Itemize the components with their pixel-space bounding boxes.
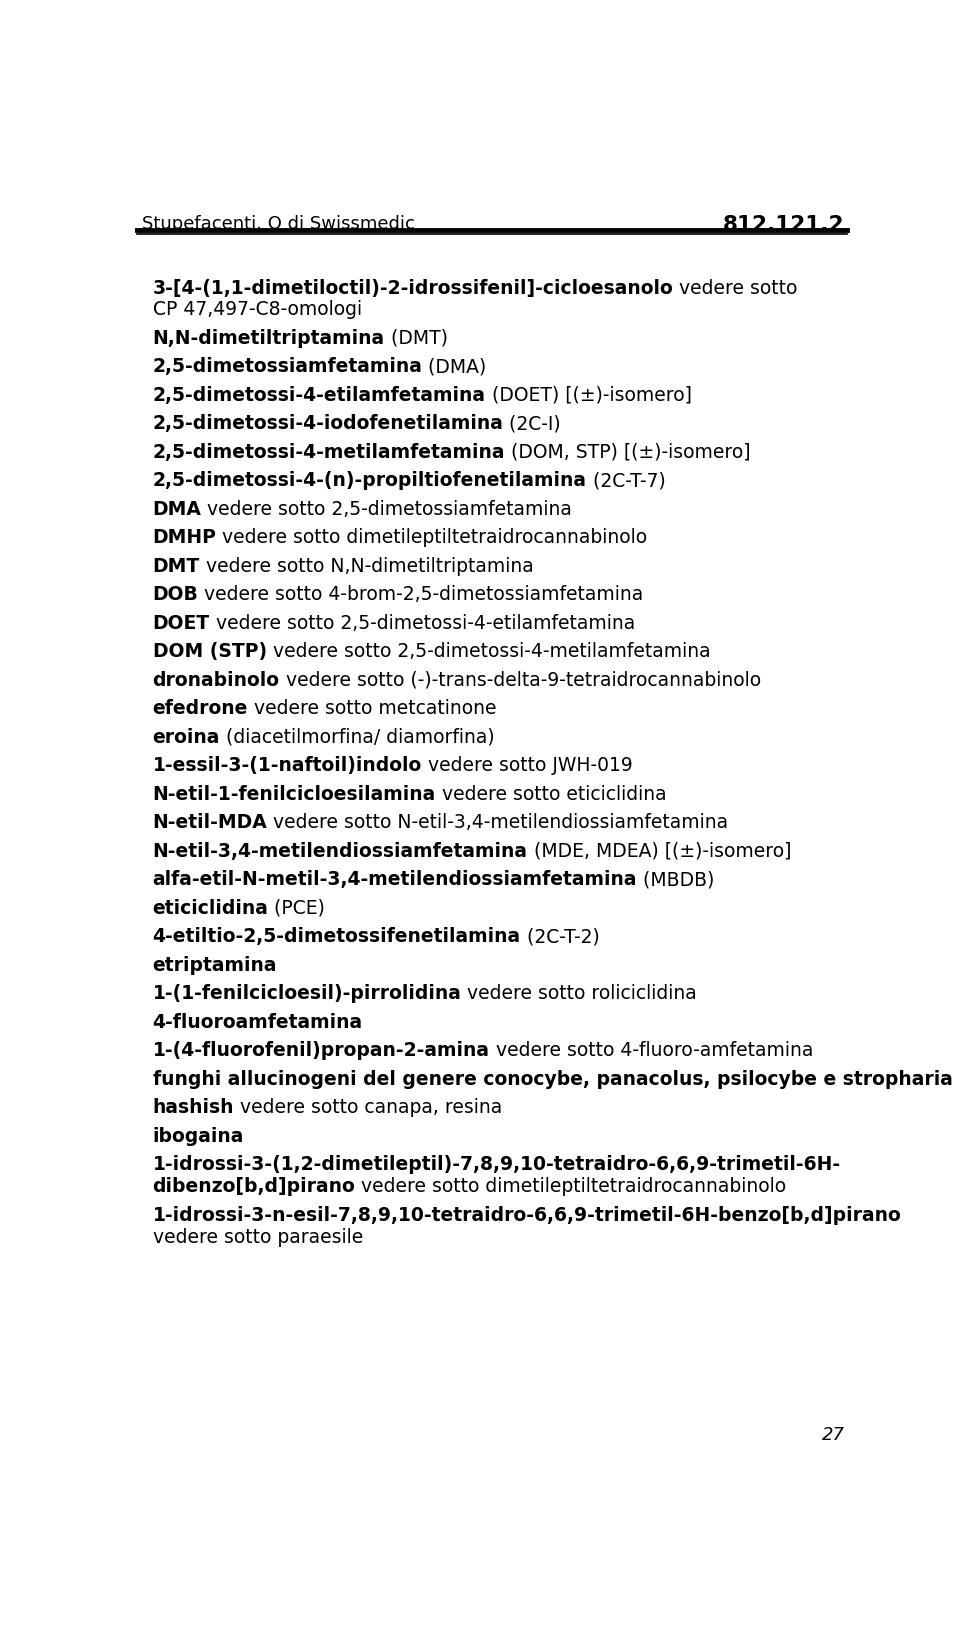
Text: dibenzo[b,d]pirano: dibenzo[b,d]pirano [153, 1177, 355, 1196]
Text: (2C-T-2): (2C-T-2) [520, 927, 599, 947]
Text: vedere sotto JWH-019: vedere sotto JWH-019 [421, 757, 633, 775]
Text: 1-(1-fenilcicloesil)-pirrolidina: 1-(1-fenilcicloesil)-pirrolidina [153, 985, 462, 1003]
Text: DOET: DOET [153, 614, 209, 633]
Text: vedere sotto N-etil-3,4-metilendiossiamfetamina: vedere sotto N-etil-3,4-metilendiossiamf… [267, 814, 729, 832]
Text: N,N-dimetiltriptamina: N,N-dimetiltriptamina [153, 328, 385, 348]
Text: vedere sotto roliciclidina: vedere sotto roliciclidina [462, 985, 697, 1003]
Text: 1-(4-fluorofenil)propan-2-amina: 1-(4-fluorofenil)propan-2-amina [153, 1042, 490, 1060]
Text: (DOM, STP) [(±)-isomero]: (DOM, STP) [(±)-isomero] [505, 443, 751, 461]
Text: vedere sotto: vedere sotto [673, 279, 798, 297]
Text: 1-idrossi-3-(1,2-dimetileptil)-7,8,9,10-tetraidro-6,6,9-trimetil-6H-: 1-idrossi-3-(1,2-dimetileptil)-7,8,9,10-… [153, 1155, 841, 1175]
Text: DMA: DMA [153, 501, 202, 519]
Text: 2,5-dimetossiamfetamina: 2,5-dimetossiamfetamina [153, 358, 422, 376]
Text: DOB: DOB [153, 586, 199, 604]
Text: etriptamina: etriptamina [153, 955, 277, 975]
Text: vedere sotto dimetileptiltetraidrocannabinolo: vedere sotto dimetileptiltetraidrocannab… [216, 528, 648, 548]
Text: hashish: hashish [153, 1098, 234, 1118]
Text: ibogaina: ibogaina [153, 1127, 244, 1145]
Text: (diacetilmorfina/ diamorfina): (diacetilmorfina/ diamorfina) [220, 729, 494, 747]
Text: dronabinolo: dronabinolo [153, 671, 279, 689]
Text: eroina: eroina [153, 729, 220, 747]
Text: vedere sotto paraesile: vedere sotto paraesile [153, 1227, 363, 1247]
Text: DOM (STP): DOM (STP) [153, 642, 267, 661]
Text: (DMT): (DMT) [385, 328, 447, 348]
Text: vedere sotto 4-fluoro-amfetamina: vedere sotto 4-fluoro-amfetamina [490, 1042, 813, 1060]
Text: vedere sotto dimetileptiltetraidrocannabinolo: vedere sotto dimetileptiltetraidrocannab… [355, 1177, 786, 1196]
Text: 4-fluoroamfetamina: 4-fluoroamfetamina [153, 1012, 363, 1032]
Text: Stupefacenti. O di Swissmedic: Stupefacenti. O di Swissmedic [142, 215, 415, 233]
Text: vedere sotto (-)-trans-delta-9-tetraidrocannabinolo: vedere sotto (-)-trans-delta-9-tetraidro… [279, 671, 760, 689]
Text: (PCE): (PCE) [269, 899, 325, 917]
Text: 27: 27 [822, 1426, 845, 1444]
Text: vedere sotto 2,5-dimetossi-4-metilamfetamina: vedere sotto 2,5-dimetossi-4-metilamfeta… [267, 642, 710, 661]
Text: eticiclidina: eticiclidina [153, 899, 269, 917]
Text: N-etil-1-fenilcicloesilamina: N-etil-1-fenilcicloesilamina [153, 784, 436, 804]
Text: 2,5-dimetossi-4-metilamfetamina: 2,5-dimetossi-4-metilamfetamina [153, 443, 505, 461]
Text: 2,5-dimetossi-4-iodofenetilamina: 2,5-dimetossi-4-iodofenetilamina [153, 415, 503, 433]
Text: vedere sotto metcatinone: vedere sotto metcatinone [248, 699, 496, 719]
Text: 2,5-dimetossi-4-etilamfetamina: 2,5-dimetossi-4-etilamfetamina [153, 386, 486, 405]
Text: 1-idrossi-3-n-esil-7,8,9,10-tetraidro-6,6,9-trimetil-6H-benzo[b,d]pirano: 1-idrossi-3-n-esil-7,8,9,10-tetraidro-6,… [153, 1206, 901, 1224]
Text: 3-[4-(1,1-dimetiloctil)-2-idrossifenil]-cicloesanolo: 3-[4-(1,1-dimetiloctil)-2-idrossifenil]-… [153, 279, 673, 297]
Text: N-etil-MDA: N-etil-MDA [153, 814, 267, 832]
Text: DMT: DMT [153, 556, 200, 576]
Text: 2,5-dimetossi-4-(n)-propiltiofenetilamina: 2,5-dimetossi-4-(n)-propiltiofenetilamin… [153, 471, 587, 491]
Text: (DOET) [(±)-isomero]: (DOET) [(±)-isomero] [486, 386, 691, 405]
Text: (MDE, MDEA) [(±)-isomero]: (MDE, MDEA) [(±)-isomero] [528, 842, 791, 862]
Text: efedrone: efedrone [153, 699, 248, 719]
Text: DMHP: DMHP [153, 528, 216, 548]
Text: 812.121.2: 812.121.2 [723, 215, 845, 235]
Text: N-etil-3,4-metilendiossiamfetamina: N-etil-3,4-metilendiossiamfetamina [153, 842, 528, 862]
Text: (2C-T-7): (2C-T-7) [587, 471, 665, 491]
Text: CP 47,497-C8-omologi: CP 47,497-C8-omologi [153, 300, 362, 320]
Text: (DMA): (DMA) [422, 358, 487, 376]
Text: (2C-I): (2C-I) [503, 415, 561, 433]
Text: 1-essil-3-(1-naftoil)indolo: 1-essil-3-(1-naftoil)indolo [153, 757, 421, 775]
Text: alfa-etil-N-metil-3,4-metilendiossiamfetamina: alfa-etil-N-metil-3,4-metilendiossiamfet… [153, 870, 637, 889]
Text: (MBDB): (MBDB) [637, 870, 714, 889]
Text: vedere sotto eticiclidina: vedere sotto eticiclidina [436, 784, 666, 804]
Text: vedere sotto N,N-dimetiltriptamina: vedere sotto N,N-dimetiltriptamina [200, 556, 534, 576]
Text: 4-etiltio-2,5-dimetossifenetilamina: 4-etiltio-2,5-dimetossifenetilamina [153, 927, 520, 947]
Text: funghi allucinogeni del genere conocybe, panacolus, psilocybe e stropharia: funghi allucinogeni del genere conocybe,… [153, 1070, 952, 1088]
Text: vedere sotto canapa, resina: vedere sotto canapa, resina [234, 1098, 502, 1118]
Text: vedere sotto 2,5-dimetossi-4-etilamfetamina: vedere sotto 2,5-dimetossi-4-etilamfetam… [209, 614, 635, 633]
Text: vedere sotto 4-brom-2,5-dimetossiamfetamina: vedere sotto 4-brom-2,5-dimetossiamfetam… [199, 586, 643, 604]
Text: vedere sotto 2,5-dimetossiamfetamina: vedere sotto 2,5-dimetossiamfetamina [202, 501, 572, 519]
